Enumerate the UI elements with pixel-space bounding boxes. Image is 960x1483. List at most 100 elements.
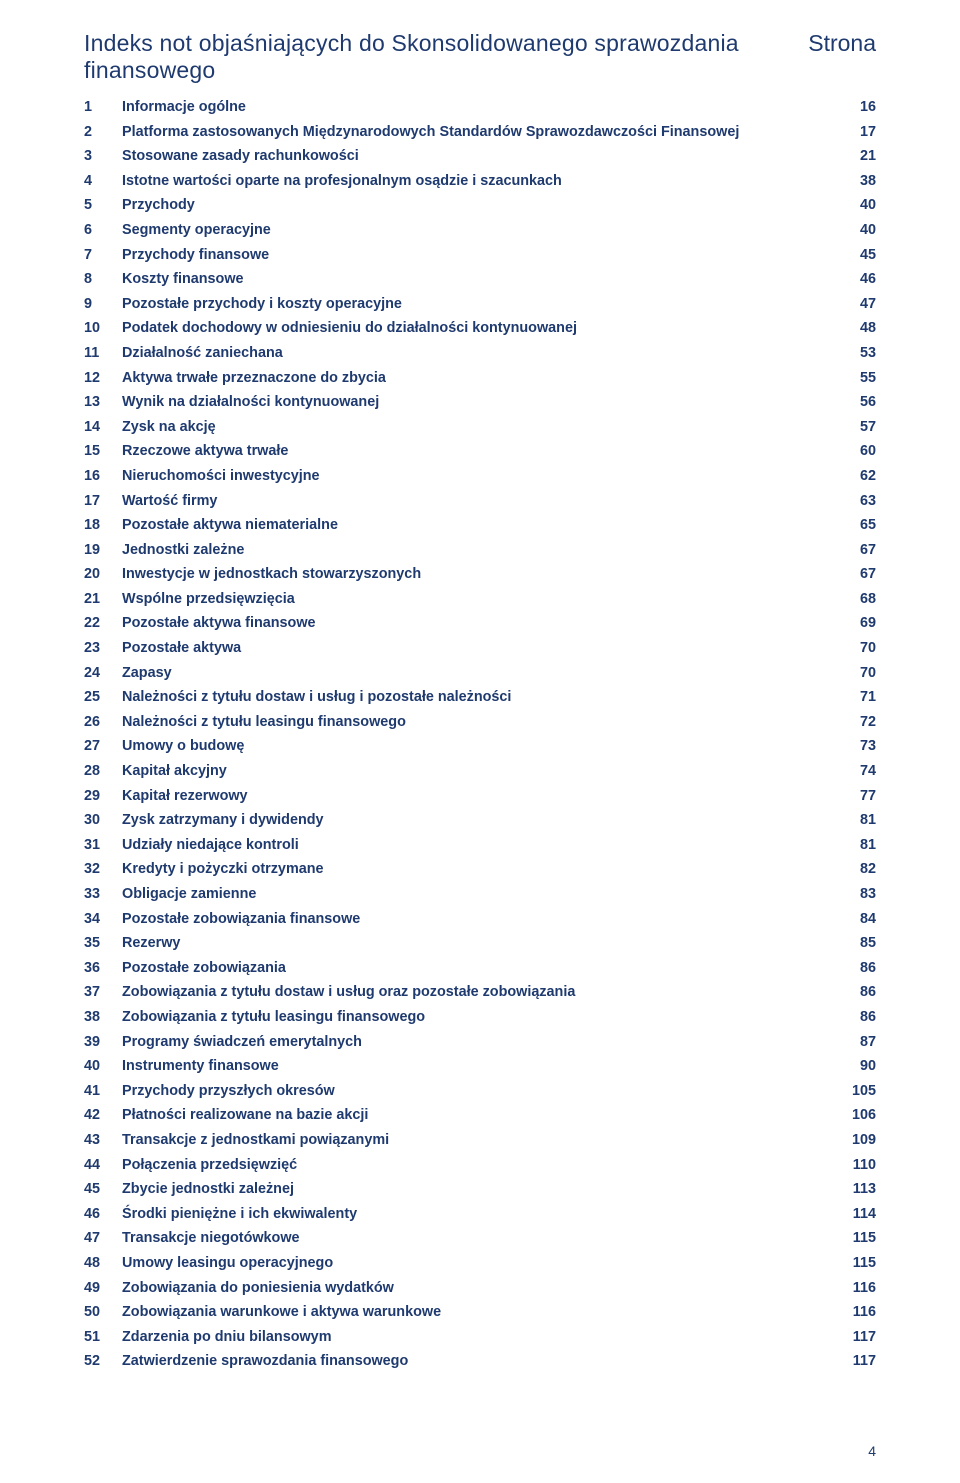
index-title: Indeks not objaśniających do Skonsolidow… [84, 30, 808, 84]
row-page: 67 [828, 541, 876, 559]
row-number: 42 [84, 1106, 122, 1124]
row-number: 15 [84, 442, 122, 460]
row-label: Zobowiązania warunkowe i aktywa warunkow… [122, 1303, 828, 1321]
row-number: 35 [84, 934, 122, 952]
index-row: 32Kredyty i pożyczki otrzymane82 [84, 860, 876, 878]
index-row: 5Przychody40 [84, 196, 876, 214]
row-label: Należności z tytułu dostaw i usług i poz… [122, 688, 828, 706]
row-page: 82 [828, 860, 876, 878]
row-label: Płatności realizowane na bazie akcji [122, 1106, 828, 1124]
document-page: Indeks not objaśniających do Skonsolidow… [0, 0, 960, 1483]
row-page: 63 [828, 492, 876, 510]
row-page: 86 [828, 959, 876, 977]
row-page: 45 [828, 246, 876, 264]
index-row: 47Transakcje niegotówkowe115 [84, 1229, 876, 1247]
row-label: Zysk na akcję [122, 418, 828, 436]
index-row: 39Programy świadczeń emerytalnych87 [84, 1033, 876, 1051]
row-page: 16 [828, 98, 876, 116]
row-page: 87 [828, 1033, 876, 1051]
row-page: 38 [828, 172, 876, 190]
row-label: Zobowiązania do poniesienia wydatków [122, 1279, 828, 1297]
row-page: 68 [828, 590, 876, 608]
row-number: 3 [84, 147, 122, 165]
index-row: 12Aktywa trwałe przeznaczone do zbycia55 [84, 369, 876, 387]
index-row: 9Pozostałe przychody i koszty operacyjne… [84, 295, 876, 313]
row-number: 41 [84, 1082, 122, 1100]
row-page: 106 [828, 1106, 876, 1124]
index-row: 13Wynik na działalności kontynuowanej56 [84, 393, 876, 411]
row-page: 70 [828, 664, 876, 682]
index-row: 31Udziały niedające kontroli81 [84, 836, 876, 854]
row-page: 46 [828, 270, 876, 288]
row-label: Koszty finansowe [122, 270, 828, 288]
index-row: 51Zdarzenia po dniu bilansowym117 [84, 1328, 876, 1346]
row-page: 62 [828, 467, 876, 485]
row-page: 67 [828, 565, 876, 583]
row-page: 117 [828, 1352, 876, 1370]
row-label: Informacje ogólne [122, 98, 828, 116]
row-number: 12 [84, 369, 122, 387]
row-number: 47 [84, 1229, 122, 1247]
row-number: 43 [84, 1131, 122, 1149]
row-page: 48 [828, 319, 876, 337]
index-row: 3Stosowane zasady rachunkowości21 [84, 147, 876, 165]
row-number: 10 [84, 319, 122, 337]
row-number: 40 [84, 1057, 122, 1075]
index-row: 22Pozostałe aktywa finansowe69 [84, 614, 876, 632]
row-number: 23 [84, 639, 122, 657]
row-label: Pozostałe zobowiązania [122, 959, 828, 977]
index-row: 45Zbycie jednostki zależnej113 [84, 1180, 876, 1198]
row-page: 90 [828, 1057, 876, 1075]
row-page: 72 [828, 713, 876, 731]
index-row: 26Należności z tytułu leasingu finansowe… [84, 713, 876, 731]
row-page: 105 [828, 1082, 876, 1100]
row-number: 49 [84, 1279, 122, 1297]
row-number: 50 [84, 1303, 122, 1321]
row-label: Stosowane zasady rachunkowości [122, 147, 828, 165]
row-label: Obligacje zamienne [122, 885, 828, 903]
row-page: 84 [828, 910, 876, 928]
row-label: Udziały niedające kontroli [122, 836, 828, 854]
row-page: 60 [828, 442, 876, 460]
row-page: 77 [828, 787, 876, 805]
row-number: 39 [84, 1033, 122, 1051]
index-rows: 1Informacje ogólne162Platforma zastosowa… [84, 98, 876, 1370]
row-number: 6 [84, 221, 122, 239]
row-number: 29 [84, 787, 122, 805]
index-row: 10Podatek dochodowy w odniesieniu do dzi… [84, 319, 876, 337]
row-label: Należności z tytułu leasingu finansowego [122, 713, 828, 731]
index-row: 38Zobowiązania z tytułu leasingu finanso… [84, 1008, 876, 1026]
index-row: 40Instrumenty finansowe90 [84, 1057, 876, 1075]
row-number: 2 [84, 123, 122, 141]
index-row: 18Pozostałe aktywa niematerialne65 [84, 516, 876, 534]
index-row: 1Informacje ogólne16 [84, 98, 876, 116]
row-label: Jednostki zależne [122, 541, 828, 559]
row-label: Wartość firmy [122, 492, 828, 510]
row-label: Pozostałe aktywa finansowe [122, 614, 828, 632]
row-page: 73 [828, 737, 876, 755]
row-label: Inwestycje w jednostkach stowarzyszonych [122, 565, 828, 583]
index-row: 48Umowy leasingu operacyjnego115 [84, 1254, 876, 1272]
row-page: 40 [828, 221, 876, 239]
index-row: 49Zobowiązania do poniesienia wydatków11… [84, 1279, 876, 1297]
row-page: 71 [828, 688, 876, 706]
row-page: 55 [828, 369, 876, 387]
row-label: Kredyty i pożyczki otrzymane [122, 860, 828, 878]
row-page: 47 [828, 295, 876, 313]
row-label: Pozostałe zobowiązania finansowe [122, 910, 828, 928]
row-label: Segmenty operacyjne [122, 221, 828, 239]
row-number: 33 [84, 885, 122, 903]
row-page: 17 [828, 123, 876, 141]
row-label: Umowy o budowę [122, 737, 828, 755]
row-number: 28 [84, 762, 122, 780]
row-number: 24 [84, 664, 122, 682]
row-page: 69 [828, 614, 876, 632]
row-page: 83 [828, 885, 876, 903]
row-page: 65 [828, 516, 876, 534]
index-row: 17Wartość firmy63 [84, 492, 876, 510]
row-label: Działalność zaniechana [122, 344, 828, 362]
row-page: 116 [828, 1303, 876, 1321]
row-label: Podatek dochodowy w odniesieniu do dział… [122, 319, 828, 337]
row-page: 57 [828, 418, 876, 436]
row-number: 32 [84, 860, 122, 878]
